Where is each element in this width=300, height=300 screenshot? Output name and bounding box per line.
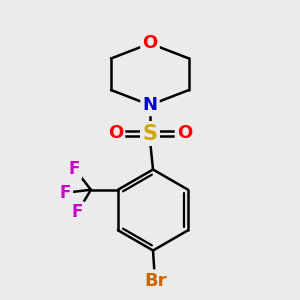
Text: S: S xyxy=(142,124,158,143)
Text: F: F xyxy=(60,184,71,202)
Text: F: F xyxy=(69,160,80,178)
Text: N: N xyxy=(142,96,158,114)
Text: Br: Br xyxy=(144,272,167,290)
Text: O: O xyxy=(177,124,192,142)
Text: O: O xyxy=(142,34,158,52)
Text: O: O xyxy=(108,124,123,142)
Text: F: F xyxy=(72,203,83,221)
